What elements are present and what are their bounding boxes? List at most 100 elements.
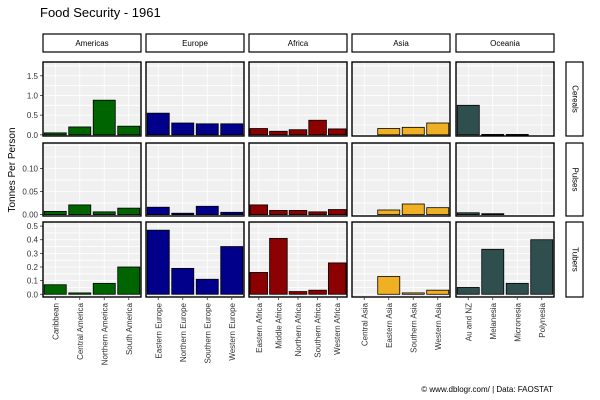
panel-border xyxy=(248,142,348,217)
chart-title: Food Security - 1961 xyxy=(40,5,161,20)
bar-pulses-western-africa xyxy=(327,209,347,216)
panel-border xyxy=(42,142,142,217)
bar-tubers-northern-europe xyxy=(171,267,195,295)
bar-tubers-central-america xyxy=(68,292,92,295)
panel-pulses-europe xyxy=(146,143,244,216)
bar-tubers-southern-africa xyxy=(308,289,327,295)
y-tick-label: 0.3 xyxy=(27,249,39,258)
strip-label-americas: Americas xyxy=(75,39,108,48)
y-tick-label: 1.0 xyxy=(27,91,39,100)
bar-tubers-northern-america xyxy=(92,282,116,295)
panel-border xyxy=(145,61,245,137)
bar-tubers-eastern-asia xyxy=(377,276,401,295)
panel-border xyxy=(455,221,555,298)
y-tick-label: 0.4 xyxy=(27,236,39,245)
strip-americas xyxy=(42,33,142,53)
bar-pulses-caribbean xyxy=(43,210,67,216)
bar-pulses-eastern-asia xyxy=(377,209,401,216)
bar-cereals-south-america xyxy=(117,125,141,136)
facet-panels: Americas Europe Africa Asia Oceania Cereals 0.… xyxy=(22,33,584,365)
bar-tubers-western-africa xyxy=(327,262,347,295)
panel-tubers-asia xyxy=(352,222,450,297)
bar-tubers-eastern-africa xyxy=(249,272,269,295)
x-tick-label-polynesia: Polynesia xyxy=(538,302,547,337)
x-tick-label-au-and-nz: Au and NZ xyxy=(464,303,473,341)
bar-cereals-melanesia xyxy=(481,134,505,136)
bar-cereals-northern-europe xyxy=(171,122,195,136)
bar-pulses-eastern-europe xyxy=(146,206,170,216)
x-tick-label-northern-europe: Northern Europe xyxy=(179,302,188,362)
y-axis-title: Tonnes Per Person xyxy=(7,127,18,212)
bar-pulses-central-america xyxy=(68,204,92,216)
bar-pulses-northern-africa xyxy=(288,210,308,216)
strip-cereals xyxy=(565,61,584,137)
y-tick-label: 0.5 xyxy=(27,111,39,120)
bar-cereals-eastern-africa xyxy=(249,128,269,136)
bar-tubers-western-asia xyxy=(426,289,450,295)
bar-tubers-middle-africa xyxy=(269,237,288,295)
bar-cereals-western-europe xyxy=(220,123,244,136)
bar-pulses-melanesia xyxy=(481,213,505,216)
bar-cereals-western-africa xyxy=(327,128,347,136)
x-tick-label-central-america: Central America xyxy=(76,302,85,359)
bar-cereals-northern-africa xyxy=(288,129,308,136)
x-tick-label-south-america: South America xyxy=(125,302,134,355)
bar-cereals-eastern-europe xyxy=(146,112,170,136)
x-tick-label-melanesia: Melanesia xyxy=(489,302,498,339)
bar-tubers-polynesia xyxy=(530,239,554,295)
y-tick-label: 0.05 xyxy=(22,188,38,197)
x-tick-label-southern-asia: Southern Asia xyxy=(409,302,418,352)
strip-label-africa: Africa xyxy=(288,39,309,48)
bar-pulses-western-europe xyxy=(220,211,244,216)
bar-tubers-caribbean xyxy=(43,284,67,295)
y-tick-label: 0.5 xyxy=(27,222,39,231)
y-tick-label: 0.10 xyxy=(22,164,38,173)
x-tick-label-eastern-asia: Eastern Asia xyxy=(385,302,394,347)
panel-pulses-oceania xyxy=(456,143,554,216)
panel-border xyxy=(351,142,451,217)
strip-label-tubers: Tubers xyxy=(570,247,579,272)
panel-cereals-americas xyxy=(43,62,141,136)
bar-pulses-south-america xyxy=(117,207,141,216)
x-tick-label-western-africa: Western Africa xyxy=(333,302,342,354)
bar-cereals-caribbean xyxy=(43,132,67,136)
panel-border xyxy=(42,61,142,137)
x-tick-label-micronesia: Micronesia xyxy=(513,302,522,341)
bar-cereals-southern-europe xyxy=(195,123,219,136)
x-tick-label-western-europe: Western Europe xyxy=(228,302,237,360)
x-tick-label-northern-africa: Northern Africa xyxy=(294,302,303,356)
strip-africa xyxy=(248,33,348,53)
bar-cereals-middle-africa xyxy=(269,130,288,136)
y-tick-label: 0.00 xyxy=(22,211,38,220)
x-tick-label-northern-america: Northern America xyxy=(100,302,109,365)
strip-pulses xyxy=(565,142,584,217)
strip-tubers xyxy=(565,221,584,298)
strip-label-pulses: Pulses xyxy=(570,167,579,191)
panel-border xyxy=(455,142,555,217)
bar-cereals-northern-america xyxy=(92,99,116,136)
y-tick-label: 1.5 xyxy=(27,72,39,81)
bar-cereals-micronesia xyxy=(505,134,529,136)
bar-cereals-southern-africa xyxy=(308,119,327,136)
panel-border xyxy=(42,221,142,298)
strip-label-asia: Asia xyxy=(393,39,409,48)
y-tick-label: 0.0 xyxy=(27,290,39,299)
strip-europe xyxy=(145,33,245,53)
bar-tubers-melanesia xyxy=(481,248,505,295)
bar-tubers-south-america xyxy=(117,266,141,295)
x-tick-label-central-asia: Central Asia xyxy=(360,302,369,346)
strip-oceania xyxy=(455,33,555,53)
x-tick-label-middle-africa: Middle Africa xyxy=(274,302,283,348)
panel-pulses-asia xyxy=(352,143,450,216)
bar-pulses-southern-europe xyxy=(195,205,219,216)
panel-border xyxy=(145,221,245,298)
bar-pulses-au-and-nz xyxy=(456,212,480,216)
strip-label-europe: Europe xyxy=(182,39,208,48)
bar-cereals-southern-asia xyxy=(401,126,425,136)
bar-tubers-au-and-nz xyxy=(456,287,480,295)
bar-pulses-middle-africa xyxy=(269,210,288,216)
y-tick-label: 0.2 xyxy=(27,263,39,272)
caption: © www.dblogr.com/ | Data: FAOSTAT xyxy=(421,385,553,394)
panel-border xyxy=(351,221,451,298)
